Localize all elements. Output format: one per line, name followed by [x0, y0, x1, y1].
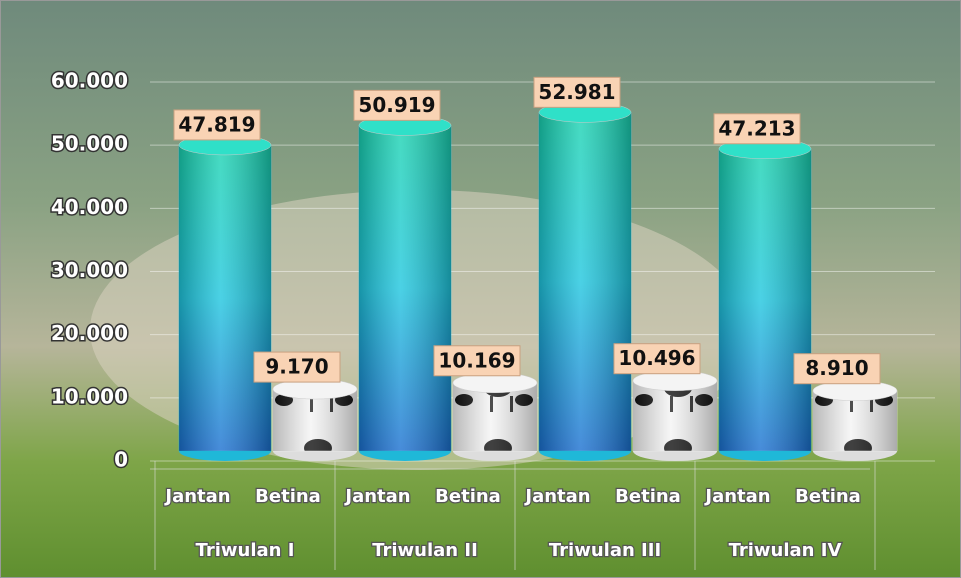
x-tick-label: Betina	[255, 486, 321, 507]
value-label-box	[793, 353, 881, 385]
value-label-box	[173, 109, 261, 141]
value-label-box	[353, 89, 441, 121]
y-tick-label: 20.000	[51, 321, 128, 345]
value-label: 52.981	[538, 80, 615, 104]
x-tick-label: Jantan	[343, 486, 410, 507]
x-tick-label: Betina	[615, 486, 681, 507]
y-tick-label: 50.000	[51, 132, 128, 156]
bar-shade	[273, 389, 357, 451]
x-tick-label: Jantan	[523, 486, 590, 507]
bar-shade	[633, 380, 717, 451]
x-tick-label: Betina	[435, 486, 501, 507]
group-label: Triwulan III	[549, 540, 661, 561]
value-label: 10.169	[438, 348, 515, 372]
value-label: 10.496	[618, 346, 695, 370]
value-label: 47.213	[718, 116, 795, 140]
y-tick-label: 0	[114, 448, 128, 472]
value-label: 9.170	[265, 355, 328, 379]
group-label: Triwulan I	[196, 540, 295, 561]
bar-shade	[719, 148, 811, 451]
y-tick-label: 60.000	[51, 69, 128, 93]
bar-shade	[179, 144, 271, 452]
value-label-box	[533, 76, 621, 108]
x-tick-label: Jantan	[703, 486, 770, 507]
y-tick-label: 40.000	[51, 195, 128, 219]
value-label: 47.819	[178, 112, 255, 136]
value-label-box	[433, 345, 521, 377]
bar-shade	[453, 382, 537, 451]
group-label: Triwulan II	[372, 540, 478, 561]
y-tick-label: 10.000	[51, 384, 128, 408]
value-label-box	[253, 351, 341, 383]
value-label: 8.910	[805, 356, 868, 380]
bar-shade	[539, 112, 631, 452]
group-label: Triwulan IV	[729, 540, 842, 561]
x-tick-label: Jantan	[163, 486, 230, 507]
value-label-box	[613, 343, 701, 375]
y-tick-label: 30.000	[51, 258, 128, 282]
bar-shade	[359, 125, 451, 452]
x-tick-label: Betina	[795, 486, 861, 507]
value-label-box	[713, 113, 801, 145]
value-label: 50.919	[358, 93, 435, 117]
